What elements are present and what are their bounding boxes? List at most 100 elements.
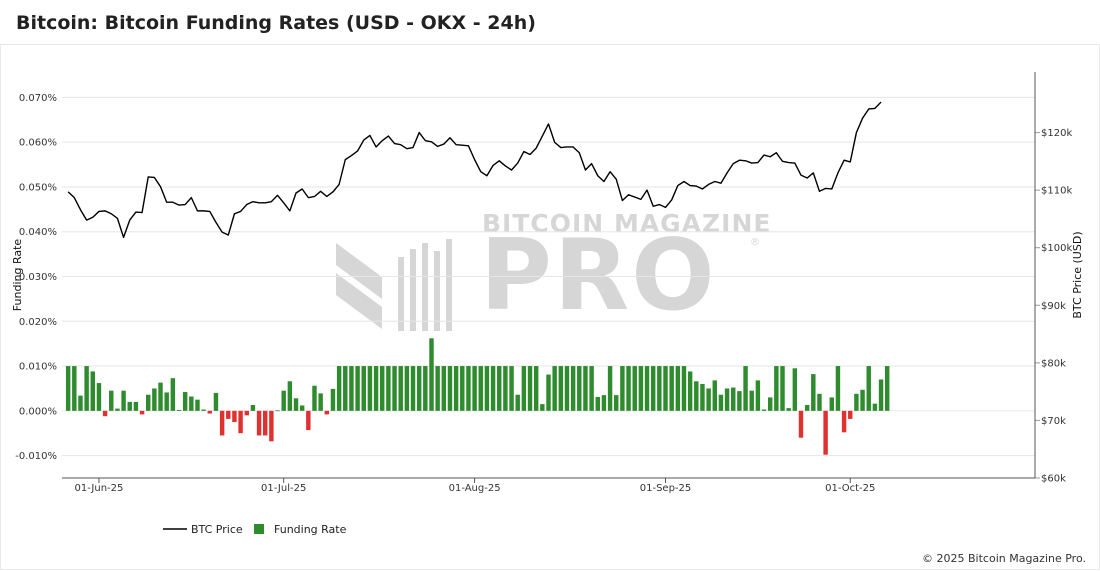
funding-bar (306, 410, 311, 431)
funding-bar (164, 392, 169, 411)
funding-bar (158, 382, 163, 411)
funding-bar (687, 371, 693, 411)
left-tick-label: 0.050% (19, 182, 57, 193)
copyright-text: © 2025 Bitcoin Magazine Pro. (922, 552, 1086, 565)
funding-bar (96, 383, 102, 411)
funding-bar (607, 366, 613, 411)
funding-bar (447, 366, 453, 411)
left-tick-label: 0.030% (19, 272, 57, 283)
funding-bar (737, 391, 742, 411)
funding-bar (102, 410, 108, 417)
funding-bar (848, 410, 853, 419)
funding-bar (515, 394, 520, 411)
funding-bar (472, 366, 477, 411)
funding-bar (829, 397, 834, 411)
legend[interactable]: BTC Price Funding Rate (163, 523, 347, 536)
funding-bar (121, 390, 126, 411)
funding-bar (854, 393, 859, 411)
funding-bar (884, 366, 890, 411)
funding-bar (256, 410, 262, 436)
x-tick-label: 01-Jun-25 (75, 483, 124, 494)
funding-bar (823, 410, 828, 455)
funding-bar (490, 366, 496, 411)
funding-bar (386, 366, 391, 411)
funding-bar (349, 366, 354, 411)
funding-bar (398, 366, 403, 411)
funding-bar (546, 374, 551, 411)
funding-bar (453, 366, 459, 411)
funding-bar (355, 366, 360, 411)
funding-bar (127, 401, 132, 411)
funding-bar (238, 410, 243, 434)
funding-bar (632, 366, 637, 411)
funding-bar (201, 409, 206, 411)
funding-bar (589, 366, 594, 411)
right-tick-label: $80k (1041, 358, 1066, 369)
funding-bar (460, 366, 465, 411)
legend-item-btc-price[interactable]: BTC Price (163, 523, 243, 536)
funding-bar (466, 366, 471, 411)
funding-bar (533, 366, 539, 411)
funding-bar (860, 389, 865, 411)
funding-bar (817, 393, 822, 411)
funding-bar (552, 366, 557, 411)
right-tick-label: $110k (1041, 186, 1072, 197)
funding-bar (232, 410, 237, 423)
funding-bar (65, 366, 71, 411)
funding-bar (176, 409, 182, 411)
funding-bar (700, 383, 705, 411)
funding-bar (275, 410, 280, 412)
funding-bar (318, 393, 323, 411)
funding-bar (170, 378, 176, 411)
funding-bar (435, 366, 440, 411)
x-tick-label: 01-Oct-25 (825, 483, 875, 494)
funding-bar (226, 410, 231, 419)
funding-bar (521, 366, 527, 411)
funding-bars (65, 338, 890, 455)
funding-bar (835, 366, 841, 411)
funding-bar (367, 366, 373, 411)
funding-bar (540, 404, 545, 411)
right-tick-label: $90k (1041, 301, 1066, 312)
funding-bar (792, 368, 798, 411)
left-tick-label: 0.000% (19, 406, 57, 417)
funding-bar (675, 366, 681, 411)
funding-bar (657, 366, 662, 411)
x-tick-label: 01-Sep-25 (640, 483, 692, 494)
funding-bar (182, 392, 188, 411)
funding-bar (484, 366, 490, 411)
grid (62, 96, 1035, 457)
funding-bar (244, 410, 249, 416)
right-tick-label: $70k (1041, 416, 1066, 427)
funding-bar (503, 366, 508, 411)
funding-bar (72, 366, 77, 411)
funding-bar (620, 366, 625, 411)
funding-bar (681, 366, 687, 411)
funding-bar (263, 410, 268, 436)
funding-bar (712, 380, 717, 411)
axes: -0.010% 0.000% 0.010% 0.020% 0.030% 0.040% 0.0… (15, 72, 1072, 494)
funding-bar (410, 366, 416, 411)
left-tick-label: 0.060% (19, 138, 57, 149)
page-title: Bitcoin: Bitcoin Funding Rates (USD - OK… (16, 12, 536, 34)
funding-bar (614, 395, 619, 411)
funding-bar (84, 366, 89, 411)
funding-bar (293, 398, 299, 411)
funding-bar (299, 405, 305, 411)
legend-item-funding-rate[interactable]: Funding Rate (254, 523, 347, 536)
left-tick-label: 0.070% (19, 93, 57, 104)
funding-bar (774, 366, 779, 411)
funding-bar (133, 401, 139, 411)
funding-bar (564, 366, 570, 411)
funding-bar (207, 410, 213, 414)
funding-bar (269, 410, 274, 442)
funding-bar (423, 366, 428, 411)
x-tick-label: 01-Jul-25 (261, 483, 306, 494)
funding-bar (650, 366, 656, 411)
right-tick-label: $100k (1041, 243, 1072, 254)
funding-bar (743, 366, 748, 411)
funding-bar (872, 403, 878, 411)
right-tick-label: $60k (1041, 474, 1066, 485)
funding-bar (749, 390, 754, 411)
